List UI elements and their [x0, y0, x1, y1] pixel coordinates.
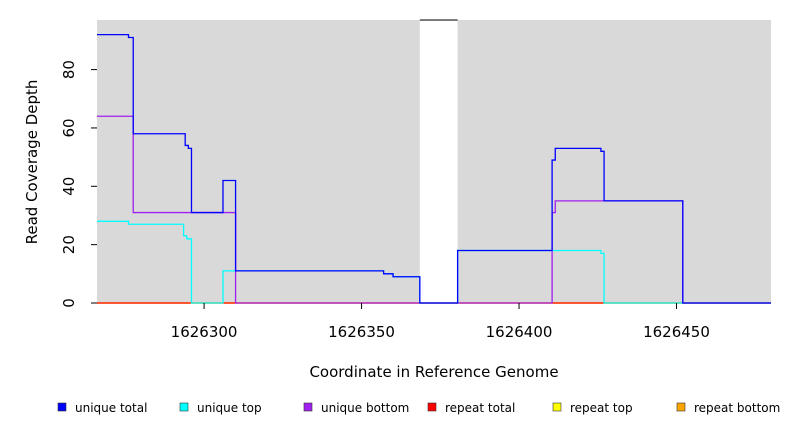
y-tick-label: 40	[60, 177, 78, 196]
legend-swatch	[427, 402, 437, 412]
axis-layer: 1626300 1626350 1626400 1626450 0 20 40 60 80	[60, 60, 710, 341]
x-tick-label: 1626300	[171, 323, 238, 341]
legend-swatch	[676, 402, 686, 412]
legend-label: unique top	[197, 401, 262, 415]
x-tick-label: 1626350	[328, 323, 395, 341]
legend-label: repeat total	[445, 401, 515, 415]
y-tick-label: 80	[60, 60, 78, 79]
legend-label: unique total	[75, 401, 147, 415]
legend-swatch	[57, 402, 67, 412]
legend-swatch	[303, 402, 313, 412]
legend: unique total unique top unique bottom repea…	[57, 401, 780, 415]
y-axis-title: Read Coverage Depth	[23, 80, 41, 245]
legend-label: repeat top	[570, 401, 633, 415]
x-tick-label: 1626400	[486, 323, 553, 341]
legend-label: repeat bottom	[694, 401, 780, 415]
x-tick-label: 1626450	[643, 323, 710, 341]
series-layer	[97, 33, 771, 304]
y-tick-label: 0	[60, 298, 78, 308]
series-line-unique-total	[97, 33, 771, 304]
y-tick-label: 60	[60, 118, 78, 137]
gap-region	[419, 21, 458, 303]
plot-background-group	[97, 19, 771, 303]
x-axis-title: Coordinate in Reference Genome	[309, 363, 558, 381]
legend-label: unique bottom	[321, 401, 409, 415]
legend-swatch	[552, 402, 562, 412]
legend-swatch	[179, 402, 189, 412]
y-tick-label: 20	[60, 235, 78, 254]
